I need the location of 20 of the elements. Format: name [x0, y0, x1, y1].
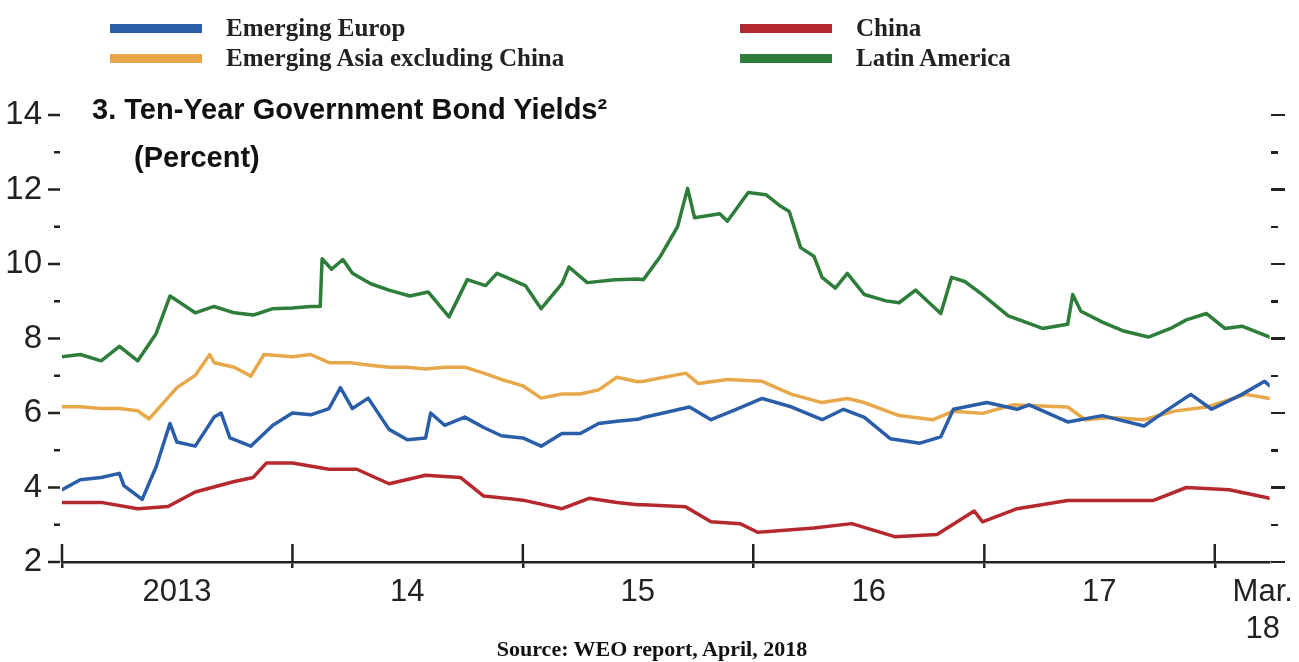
legend-label: Latin America	[856, 44, 1011, 72]
y-tick-label: 6	[23, 392, 42, 430]
y-tick-label: 2	[23, 541, 42, 579]
y-tick-label: 10	[5, 243, 42, 281]
y-tick-label: 14	[5, 94, 42, 132]
x-tick-label: Mar. 18	[1232, 573, 1293, 646]
source-note: Source: WEO report, April, 2018	[496, 635, 808, 661]
legend-label: Emerging Europ	[226, 14, 406, 42]
legend-label: China	[856, 14, 922, 42]
x-tick-label: 2013	[142, 573, 212, 609]
y-tick-label: 8	[23, 317, 42, 355]
x-tick-label: 17	[1081, 573, 1117, 609]
x-tick-label: 14	[390, 573, 425, 609]
text: (Percent)	[134, 141, 260, 173]
x-tick-label: 16	[851, 573, 887, 609]
x-tick-label: 15	[620, 573, 655, 609]
y-tick-label: 12	[5, 168, 42, 206]
legend-label: Emerging Asia excluding China	[226, 44, 565, 72]
chart-title: 3. Ten-Year Government Bond Yields²	[92, 93, 608, 125]
y-tick-label: 4	[23, 466, 42, 504]
